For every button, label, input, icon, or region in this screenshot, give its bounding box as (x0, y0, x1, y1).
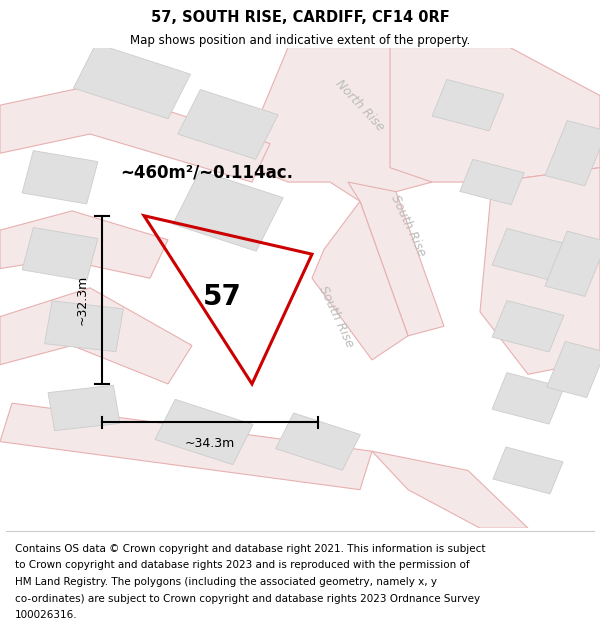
Polygon shape (275, 413, 361, 470)
Polygon shape (155, 399, 253, 464)
Text: 57: 57 (203, 283, 241, 311)
Polygon shape (0, 288, 192, 384)
Polygon shape (432, 79, 504, 131)
Polygon shape (0, 86, 270, 182)
Polygon shape (312, 201, 408, 360)
Polygon shape (492, 301, 564, 352)
Text: 57, SOUTH RISE, CARDIFF, CF14 0RF: 57, SOUTH RISE, CARDIFF, CF14 0RF (151, 9, 449, 24)
Polygon shape (493, 447, 563, 494)
Text: HM Land Registry. The polygons (including the associated geometry, namely x, y: HM Land Registry. The polygons (includin… (15, 577, 437, 587)
Polygon shape (545, 121, 600, 186)
Text: Map shows position and indicative extent of the property.: Map shows position and indicative extent… (130, 34, 470, 48)
Text: Contains OS data © Crown copyright and database right 2021. This information is : Contains OS data © Crown copyright and d… (15, 544, 485, 554)
Polygon shape (348, 182, 444, 336)
Polygon shape (480, 168, 600, 374)
Text: co-ordinates) are subject to Crown copyright and database rights 2023 Ordnance S: co-ordinates) are subject to Crown copyr… (15, 594, 480, 604)
Polygon shape (48, 385, 120, 431)
Text: ~460m²/~0.114ac.: ~460m²/~0.114ac. (120, 164, 293, 181)
Text: ~32.3m: ~32.3m (76, 275, 89, 325)
Polygon shape (492, 372, 564, 424)
Polygon shape (240, 48, 432, 201)
Polygon shape (547, 341, 600, 398)
Polygon shape (44, 301, 124, 352)
Polygon shape (460, 159, 524, 205)
Text: to Crown copyright and database rights 2023 and is reproduced with the permissio: to Crown copyright and database rights 2… (15, 560, 470, 570)
Polygon shape (492, 229, 564, 280)
Text: ~34.3m: ~34.3m (185, 437, 235, 450)
Polygon shape (545, 231, 600, 296)
Polygon shape (178, 89, 278, 159)
Text: South Rise: South Rise (316, 284, 356, 349)
Polygon shape (22, 151, 98, 204)
Text: South Rise: South Rise (388, 192, 428, 258)
Polygon shape (0, 403, 372, 489)
Text: North Rise: North Rise (333, 77, 387, 134)
Polygon shape (390, 48, 600, 182)
Polygon shape (22, 228, 98, 281)
Text: 100026316.: 100026316. (15, 610, 77, 620)
Polygon shape (0, 211, 168, 278)
Polygon shape (73, 44, 191, 119)
Polygon shape (173, 171, 283, 251)
Polygon shape (372, 451, 528, 528)
